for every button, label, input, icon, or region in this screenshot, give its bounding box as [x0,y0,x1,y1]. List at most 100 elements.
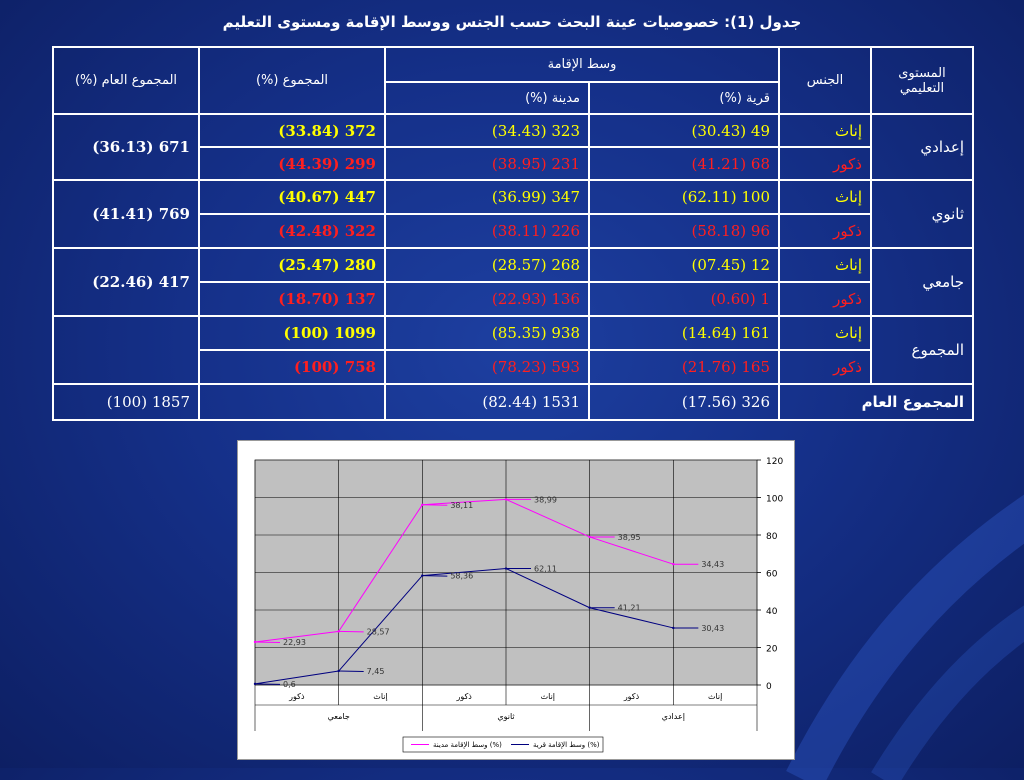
city-cell: 226 (38.11) [384,213,590,249]
data-label: 38,11 [450,501,473,510]
data-label-leader [338,670,364,673]
data-label: 38,95 [618,533,641,542]
data-label: 34,43 [701,560,724,569]
village-cell: 49 (30.43) [588,113,780,148]
village-cell: 161 (14.64) [588,315,780,351]
data-label-leader [422,575,448,577]
data-point [672,626,675,630]
slide-title: جدول (1): خصوصيات عينة البحث حسب الجنس و… [222,13,802,31]
village-cell: 96 (58.18) [588,213,780,249]
sex-cell: إناث [778,247,872,283]
data-point [588,606,591,609]
data-label: 41,21 [618,604,641,613]
legend-label: وسط الإقامة قرية (%) [533,741,600,749]
header-city: مدينة (%) [384,81,590,115]
data-point [421,503,424,506]
city-cell: 938 (85.35) [384,315,590,351]
header-total: المجموع (%) [198,46,386,115]
y-tick-label: 60 [766,570,778,580]
footer-label: المجموع العام [778,383,974,421]
sex-cell: إناث [778,315,872,351]
group-label: ثانوي [497,712,514,721]
series-line [254,568,674,685]
total-cell: 372 (33.84) [198,113,386,148]
x-tick-label: إناث [373,692,387,702]
village-cell: 100 (62.11) [588,179,780,215]
data-label: 62,11 [534,565,557,574]
total-cell: 1099 (100) [198,315,386,351]
city-cell: 593 (78.23) [384,349,590,385]
city-cell: 347 (36.99) [384,179,590,215]
grand-total-cell: 417 (22.46) [52,247,200,317]
sex-cell: ذكور [778,213,872,249]
sex-cell: ذكور [778,349,872,385]
sex-cell: ذكور [778,146,872,181]
total-cell: 758 (100) [198,349,386,385]
grand-total-cell [52,315,200,385]
decorative-swoosh [786,494,1024,780]
group-label: جامعي [328,712,350,721]
data-label: 30,43 [701,624,724,633]
header-village: قرية (%) [588,81,780,115]
data-label: 38,99 [534,495,557,504]
y-tick-label: 20 [766,645,778,655]
data-label: 7,45 [367,667,385,676]
series-line [254,498,674,643]
level-cell: ثانوي [870,179,974,249]
chart-svg: 0 20 40 60 80 100 120 ذكور إناث ذكور إناث ذكور إناث ج… [253,457,783,753]
footer-village: 326 (17.56) [588,383,780,421]
city-cell: 268 (28.57) [384,247,590,283]
village-cell: 1 (0.60) [588,281,780,317]
data-label-leader [254,683,281,685]
header-sex: الجنس [778,46,872,115]
level-cell: جامعي [870,247,974,317]
header-grand-total: المجموع العام (%) [52,46,200,115]
level-cell: إعدادي [870,113,974,181]
city-cell: 136 (22.93) [384,281,590,317]
total-cell: 322 (42.48) [198,213,386,249]
data-label: 58,36 [450,572,473,581]
total-cell: 280 (25.47) [198,247,386,283]
x-tick-label: ذكور [623,692,640,701]
grand-total-cell: 769 (41.41) [52,179,200,249]
grand-total-cell: 671 (36.13) [52,113,200,181]
footer-city: 1531 (82.44) [384,383,590,421]
sex-cell: ذكور [778,281,872,317]
village-cell: 165 (21.76) [588,349,780,385]
sex-cell: إناث [778,179,872,215]
data-point [253,640,257,644]
total-cell: 137 (18.70) [198,281,386,317]
level-cell: المجموع [870,315,974,385]
data-label: 28,57 [367,627,390,636]
data-label: 0,6 [283,680,296,689]
x-tick-label: ذكور [455,692,472,701]
y-tick-label: 40 [766,607,778,617]
x-tick-label: إناث [541,692,555,702]
city-cell: 323 (34.43) [384,113,590,148]
total-cell: 447 (40.67) [198,179,386,215]
footer-grand: 1857 (100) [52,383,200,421]
data-label-leader [422,504,448,506]
y-tick-label: 0 [766,682,772,692]
x-tick-label: ذكور [288,692,305,701]
footer-total [198,383,386,421]
total-cell: 299 (44.39) [198,146,386,181]
data-point [672,562,675,566]
data-label: 22,93 [283,638,306,647]
legend-label: وسط الإقامة مدينة (%) [433,741,502,749]
header-residence: وسط الإقامة [384,46,780,83]
line-chart: 0 20 40 60 80 100 120 ذكور إناث ذكور إناث ذكور إناث ج… [237,440,795,760]
data-point [588,535,591,539]
data-point [421,574,424,577]
y-tick-label: 80 [766,532,778,542]
y-tick-label: 120 [766,457,783,467]
data-label-leader [338,630,364,633]
data-table: المستوى التعليمي الجنس وسط الإقامة المجم… [52,46,974,421]
data-label-leader [254,641,281,644]
sex-cell: إناث [778,113,872,148]
city-cell: 231 (38.95) [384,146,590,181]
header-level: المستوى التعليمي [870,46,974,115]
y-tick-label: 100 [766,495,783,505]
legend-box [402,736,604,753]
x-tick-label: إناث [708,692,722,702]
